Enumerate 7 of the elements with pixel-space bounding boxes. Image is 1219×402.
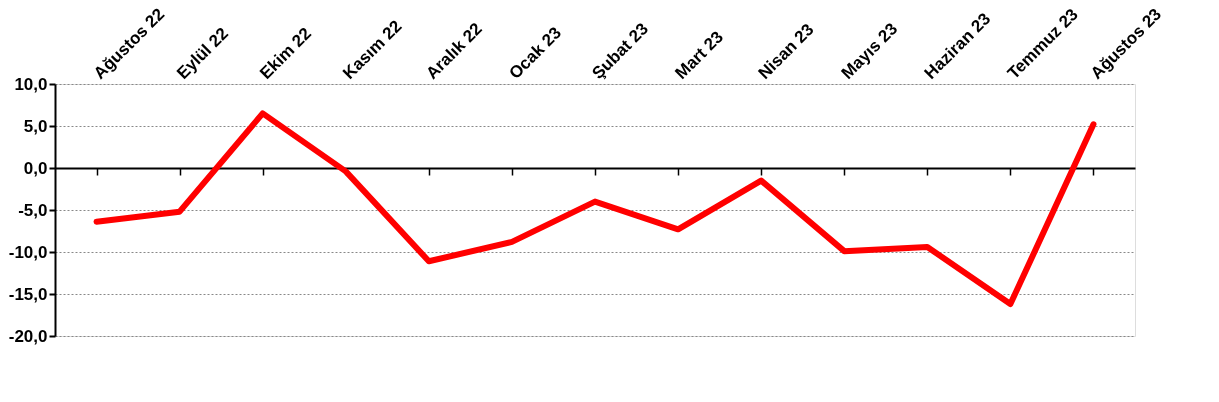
y-tick-label: 0,0 [23, 158, 48, 178]
y-tick-label: -10,0 [8, 242, 48, 262]
y-tick-label: -5,0 [18, 200, 48, 220]
y-tick-label: 5,0 [23, 116, 48, 136]
y-tick-label: 10,0 [14, 74, 48, 94]
y-tick-label: -15,0 [8, 284, 48, 304]
y-tick-label: -20,0 [8, 326, 48, 346]
